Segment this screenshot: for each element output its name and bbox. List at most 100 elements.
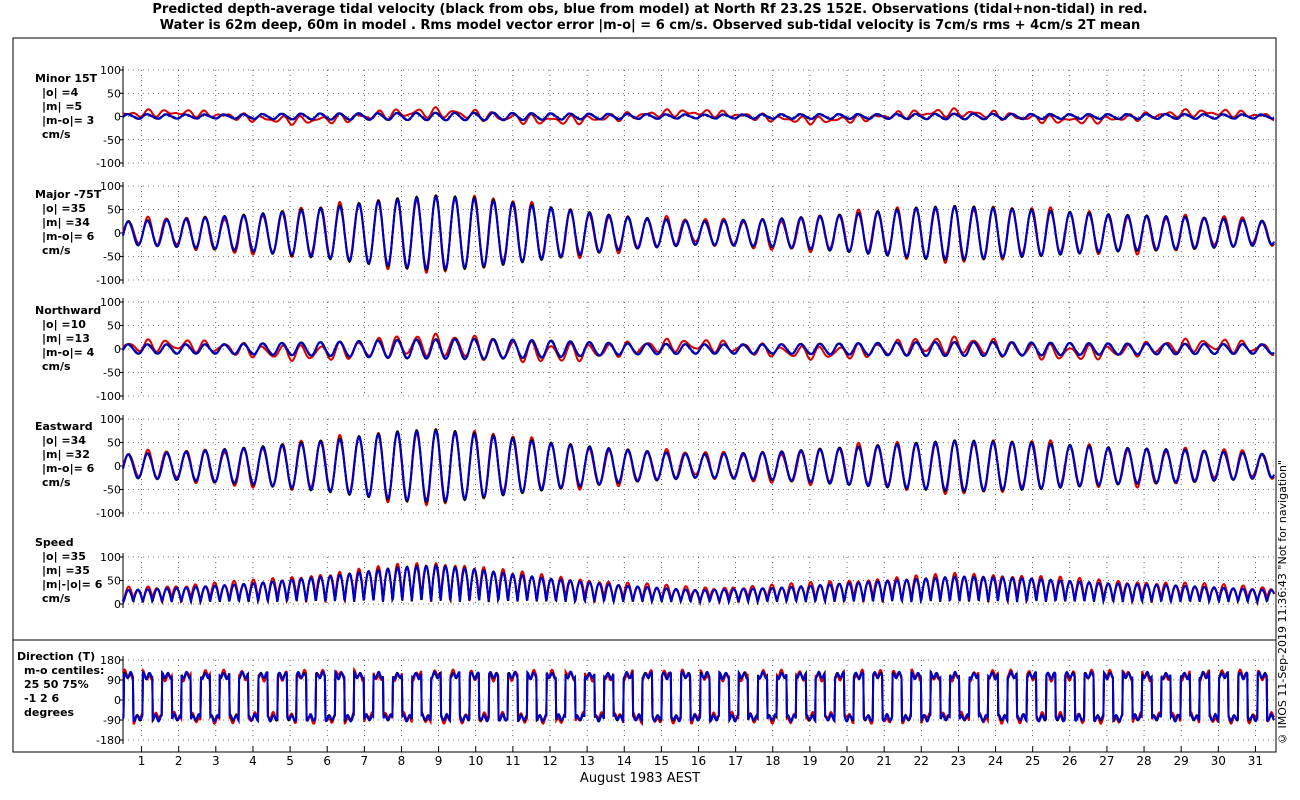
panel-label-line: |o| =4 xyxy=(42,86,79,99)
x-tick-label: 28 xyxy=(1136,754,1151,768)
panel-4: 100 50 0 Speed |o| =35 |m| =35 |m|-|o|= 6 cm/s xyxy=(35,536,1275,611)
y-tick-label: 90 xyxy=(107,674,121,687)
x-tick-label: 21 xyxy=(877,754,892,768)
panel-label-line: Eastward xyxy=(35,420,93,433)
panel-label: Direction (T) m-o centiles: 25 50 75% -1 2 … xyxy=(17,650,104,719)
panel-label: Speed |o| =35 |m| =35 |m|-|o|= 6 cm/s xyxy=(35,536,103,605)
y-tick-label: 100 xyxy=(100,551,121,564)
panel-label-line: |m-o|= 6 xyxy=(42,462,95,475)
x-tick-label: 27 xyxy=(1099,754,1114,768)
panel-label-line: |m| =13 xyxy=(42,332,90,345)
series-model xyxy=(122,196,1275,270)
x-tick-label: 14 xyxy=(617,754,632,768)
panel-label: Eastward |o| =34 |m| =32 |m-o|= 6 cm/s xyxy=(35,420,95,489)
panel-label: Major -75T |o| =35 |m| =34 |m-o|= 6 cm/s xyxy=(35,188,102,257)
x-tick-label: 6 xyxy=(323,754,331,768)
series-observed xyxy=(122,106,1274,126)
x-tick-label: 4 xyxy=(249,754,257,768)
x-tick-label: 22 xyxy=(914,754,929,768)
x-tick-label: 7 xyxy=(361,754,369,768)
y-tick-label: -100 xyxy=(96,507,121,520)
panel-label-line: Minor 15T xyxy=(35,72,98,85)
panel-label-line: |m-o|= 6 xyxy=(42,230,95,243)
panel-label-line: Speed xyxy=(35,536,74,549)
y-tick-label: 0 xyxy=(114,343,121,356)
y-tick-label: 100 xyxy=(100,296,121,309)
y-tick-label: 0 xyxy=(114,694,121,707)
panel-label-line: |m| =34 xyxy=(42,216,90,229)
y-tick-label: 100 xyxy=(100,64,121,77)
panel-label-line: cm/s xyxy=(42,360,71,373)
title-line-1: Predicted depth-average tidal velocity (… xyxy=(152,2,1148,17)
x-tick-label: 16 xyxy=(691,754,706,768)
y-tick-label: 0 xyxy=(114,227,121,240)
panel-label: Minor 15T |o| =4 |m| =5 |m-o|= 3 cm/s xyxy=(35,72,98,141)
y-tick-label: 180 xyxy=(100,654,121,667)
x-tick-label: 24 xyxy=(988,754,1003,768)
x-tick-label: 19 xyxy=(802,754,817,768)
y-tick-label: -180 xyxy=(96,734,121,747)
x-tick-label: 1 xyxy=(138,754,146,768)
panel-label-line: |m| =35 xyxy=(42,564,90,577)
direction-panel-frame xyxy=(12,639,1277,753)
panel-label-line: |m-o|= 4 xyxy=(42,346,95,359)
panel-label-line: degrees xyxy=(24,706,75,719)
x-tick-label: 8 xyxy=(398,754,406,768)
panel-label-line: 25 50 75% xyxy=(24,678,89,691)
chart-title: Predicted depth-average tidal velocity (… xyxy=(0,2,1300,34)
y-tick-label: 0 xyxy=(114,598,121,611)
y-tick-label: 100 xyxy=(100,413,121,426)
series-model xyxy=(122,430,1275,502)
y-tick-label: 0 xyxy=(114,460,121,473)
x-tick-label: 2 xyxy=(175,754,183,768)
series-model xyxy=(122,338,1275,360)
panel-label-line: Direction (T) xyxy=(17,650,95,663)
x-tick-label: 17 xyxy=(728,754,743,768)
panel-label-line: cm/s xyxy=(42,592,71,605)
panel-1: 100 50 0 -50 -100 Major -75T |o| =35 |m| =34 |m-… xyxy=(35,180,1275,287)
x-axis-label: August 1983 AEST xyxy=(580,771,700,786)
panel-label-line: cm/s xyxy=(42,476,71,489)
title-line-2: Water is 62m deep, 60m in model . Rms mo… xyxy=(159,18,1141,33)
panel-label-line: |m|-|o|= 6 xyxy=(42,578,103,591)
panel-2: 100 50 0 -50 -100 Northward |o| =10 |m| =13 |m-o… xyxy=(35,296,1275,403)
panel-label-line: |o| =35 xyxy=(42,550,86,563)
y-tick-label: 50 xyxy=(107,204,121,217)
x-tick-label: 23 xyxy=(951,754,966,768)
y-tick-label: 50 xyxy=(107,437,121,450)
panel-label-line: |o| =35 xyxy=(42,202,86,215)
y-tick-label: -50 xyxy=(103,134,121,147)
panel-label-line: |o| =10 xyxy=(42,318,86,331)
x-tick-label: 25 xyxy=(1025,754,1040,768)
upper-panel-frame xyxy=(12,37,1277,641)
y-tick-label: -90 xyxy=(103,714,121,727)
series-model xyxy=(122,111,1275,122)
series-model xyxy=(122,564,1275,606)
panel-3: 100 50 0 -50 -100 Eastward |o| =34 |m| =32 |m-o|… xyxy=(35,413,1275,520)
panel-5: 180 90 0 -90 -180 Direction (T) m-o centiles: 2… xyxy=(17,650,1275,747)
panel-label-line: m-o centiles: xyxy=(24,664,104,677)
x-tick-label: 13 xyxy=(579,754,594,768)
panel-label-line: |m-o|= 3 xyxy=(42,114,94,127)
x-tick-label: 29 xyxy=(1174,754,1189,768)
y-tick-label: -50 xyxy=(103,367,121,380)
x-tick-label: 10 xyxy=(468,754,483,768)
y-tick-label: -50 xyxy=(103,484,121,497)
panel-label-line: Northward xyxy=(35,304,101,317)
panel-label-line: |o| =34 xyxy=(42,434,86,447)
x-tick-label: 3 xyxy=(212,754,220,768)
x-tick-label: 5 xyxy=(286,754,294,768)
x-tick-label: 11 xyxy=(505,754,520,768)
y-tick-label: 50 xyxy=(107,87,121,100)
y-tick-label: -100 xyxy=(96,274,121,287)
y-tick-label: 50 xyxy=(107,320,121,333)
x-tick-label: 20 xyxy=(839,754,854,768)
y-tick-label: -100 xyxy=(96,390,121,403)
y-tick-label: -50 xyxy=(103,251,121,264)
copyright-note: © IMOS 11-Sep-2019 11:36:43 "Not for nav… xyxy=(1276,460,1289,746)
panel-label: Northward |o| =10 |m| =13 |m-o|= 4 cm/s xyxy=(35,304,101,373)
y-tick-label: -100 xyxy=(96,157,121,170)
panel-label-line: Major -75T xyxy=(35,188,102,201)
x-tick-label: 26 xyxy=(1062,754,1077,768)
panel-label-line: cm/s xyxy=(42,128,71,141)
